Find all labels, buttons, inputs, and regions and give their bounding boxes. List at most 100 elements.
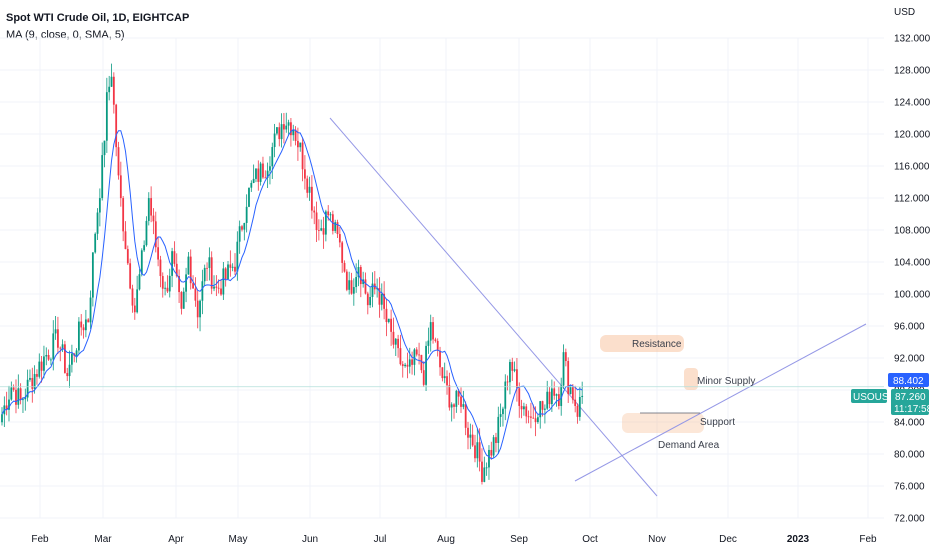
last-price-tag-bg [891,389,929,415]
candle-body [511,361,514,371]
candle-body [527,416,530,418]
candle-body [10,387,13,400]
candle-body [357,267,360,278]
candle-body [450,404,453,408]
candle-body [478,442,481,462]
x-tick-label: Apr [168,534,184,545]
candle-body [94,233,97,253]
candle-body [399,348,402,365]
candle-body [537,417,539,423]
candle-body [241,226,243,230]
candle-body [520,405,523,410]
candle-body [448,385,451,408]
candle-body [231,266,234,268]
candle-body [462,404,465,407]
candle-body [206,267,208,269]
candle-body [574,399,577,406]
resistance-label: Resistance [632,339,682,350]
candle-body [19,388,22,400]
candle-body [80,321,83,328]
candle-body [390,318,393,332]
candle-body [140,250,143,275]
y-tick-label: 96.000 [894,322,925,333]
candle-body [294,129,297,141]
downtrend-line [329,117,658,497]
candle-body [518,388,521,406]
y-tick-label: 92.000 [894,354,925,365]
candle-body [283,124,285,130]
candle-body [217,287,220,289]
candle-body [348,280,351,290]
candle-body [499,414,502,417]
candle-body [129,263,132,289]
candle-body [434,339,437,341]
candle-body [546,391,549,409]
trend-lines [329,117,867,497]
candle-body [89,297,92,323]
candle-body [345,271,348,290]
x-tick-label: Dec [719,534,737,545]
candle-body [504,381,507,409]
candle-body [334,222,337,231]
support-label: Support [700,417,735,428]
candle-body [175,263,178,277]
candle-body [297,140,299,148]
candle-body [278,127,281,140]
grid-lines [0,37,884,519]
annotation-zones [600,335,704,433]
candle-body [75,350,78,356]
candle-body [273,133,276,148]
candle-body [168,275,171,292]
candle-body [173,251,176,264]
candle-body [320,228,323,231]
candle-body [98,198,101,213]
candle-body [201,281,204,301]
candle-body [208,257,211,268]
candle-body [310,186,313,211]
candle-body [185,274,187,292]
candle-body [371,283,374,297]
candle-body [157,247,160,260]
candle-body [513,369,516,371]
candle-body [229,264,232,268]
y-tick-label: 104.000 [894,258,931,269]
candle-body [248,187,250,207]
candle-body [327,211,330,216]
candle-body [117,147,120,176]
candle-body [220,288,222,295]
candle-body [406,364,409,367]
candle-body [392,331,395,345]
candle-body [336,222,339,235]
candle-body [71,353,73,365]
currency-label: USD [894,7,915,18]
candle-body [24,397,27,400]
candle-body [210,257,213,289]
candle-body [569,387,572,395]
candle-body [171,251,173,276]
candle-body [136,289,139,313]
candle-body [213,286,215,289]
candle-body [376,288,379,290]
candle-body [124,231,127,250]
candle-body [101,155,104,199]
candle-body [180,292,183,309]
candle-body [338,234,341,243]
candle-body [322,228,325,235]
candle-body [68,364,71,377]
candle-body [36,374,38,377]
candle-body [364,279,367,294]
candle-body [553,388,556,396]
candle-body [308,186,311,193]
candle-body [329,214,332,216]
candle-body [147,198,150,221]
candle-body [47,354,50,360]
candle-body [12,387,15,390]
candle-body [259,163,262,182]
candle-body [112,76,115,105]
minor-supply-zone [684,368,698,390]
candle-body [91,252,94,298]
candle-body [189,256,192,284]
candle-body [464,404,467,428]
candle-body [366,293,369,306]
